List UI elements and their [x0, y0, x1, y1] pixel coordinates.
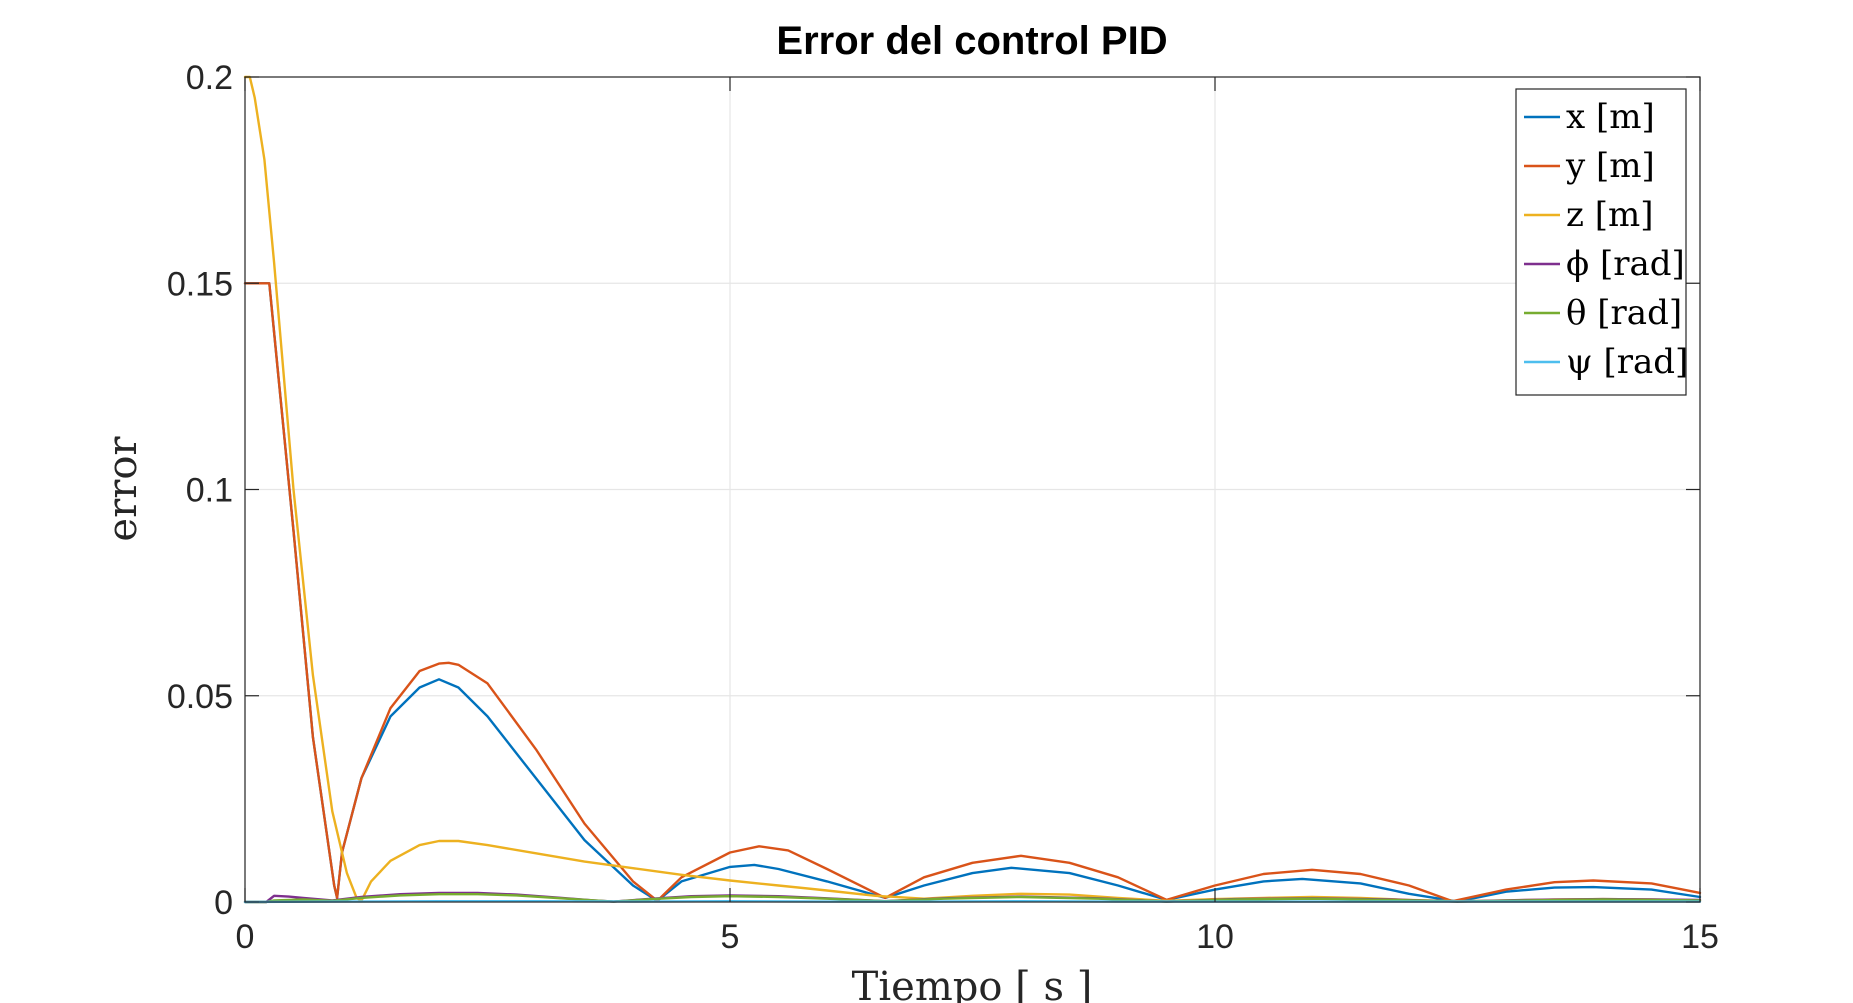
legend-entry: ϕ [rad]: [1566, 244, 1685, 284]
y-tick-label: 0: [214, 884, 233, 922]
x-tick-label: 5: [721, 918, 740, 956]
legend-box: [1515, 88, 1687, 396]
ticks: 0 5 10 15 0 0.05 0.1 0.15 0.2: [167, 59, 1719, 956]
legend-entry: θ [rad]: [1566, 293, 1682, 333]
legend-entry: x [m]: [1566, 97, 1655, 137]
y-tick-label: 0.05: [167, 678, 233, 716]
series-line-4: [243, 893, 1702, 904]
x-tick-label: 10: [1196, 918, 1234, 956]
y-tick-label: 0.1: [186, 472, 233, 510]
y-tick-label: 0.15: [167, 265, 233, 303]
y-tick-label: 0.2: [186, 59, 233, 97]
legend-entry: y [m]: [1565, 146, 1655, 186]
y-axis-label: error: [100, 436, 146, 542]
series-line-1: [243, 282, 1702, 903]
legend-entry: ψ [rad]: [1566, 342, 1688, 382]
x-axis-label: Tiempo [ s ]: [852, 964, 1093, 1003]
x-tick-label: 15: [1681, 918, 1719, 956]
x-tick-label: 0: [236, 918, 255, 956]
legend-entry: z [m]: [1566, 195, 1654, 235]
legend: x [m] y [m] z [m] ϕ [rad] θ [rad] ψ [rad]: [1515, 88, 1688, 396]
chart-title: Error del control PID: [776, 19, 1167, 63]
